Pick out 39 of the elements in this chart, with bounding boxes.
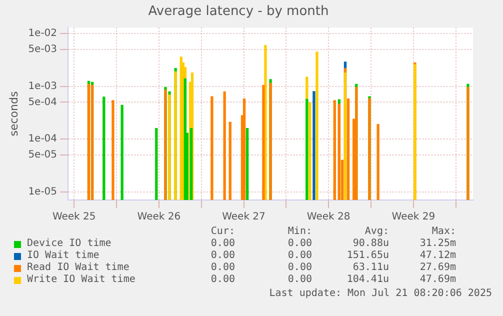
text: 90.88u — [352, 238, 389, 250]
text: 0.00 — [210, 274, 235, 286]
text: Min: — [286, 226, 312, 238]
legend-label: Write IO Wait time — [27, 274, 136, 286]
y-tick-label: 1e-03 — [28, 80, 58, 92]
y-tick-label: 5e-04 — [28, 96, 58, 108]
text: 0.00 — [286, 262, 312, 274]
x-tick-label: Week 28 — [306, 212, 350, 223]
text: Max: — [430, 226, 456, 238]
text: 0.00 — [210, 238, 235, 250]
text: 151.65u — [346, 250, 389, 262]
legend-label: IO Wait time — [27, 250, 100, 262]
y-tick-label: 1e-05 — [28, 186, 58, 198]
x-tick-label: Week 25 — [52, 212, 96, 223]
legend-label: Read IO Wait time — [27, 262, 130, 274]
text: 31.25m — [418, 238, 456, 250]
text: 0.00 — [210, 262, 235, 274]
y-axis-title: seconds — [7, 91, 20, 136]
text: 47.12m — [418, 250, 456, 262]
text: 0.00 — [286, 274, 312, 286]
text: 0.00 — [210, 250, 235, 262]
y-tick-label: 1e-02 — [28, 28, 58, 40]
text: Avg: — [364, 226, 389, 238]
text: Last update: Mon Jul 21 08:20:06 2025 — [269, 288, 492, 299]
text: 0.00 — [286, 238, 312, 250]
text: 47.69m — [418, 274, 456, 286]
y-tick-label: 5e-03 — [28, 44, 58, 56]
text: 63.11u — [352, 262, 389, 274]
x-tick-label: Week 27 — [222, 212, 266, 223]
x-tick-label: Week 26 — [137, 212, 181, 223]
chart-title: Average latency - by month — [148, 4, 329, 20]
text: 27.69m — [418, 262, 456, 274]
text: Cur: — [210, 226, 235, 238]
y-tick-label: 5e-05 — [28, 150, 58, 161]
text: 104.41u — [346, 274, 389, 286]
y-tick-label: 1e-04 — [28, 134, 58, 145]
legend-label: Device IO time — [27, 238, 112, 250]
x-tick-label: Week 29 — [392, 212, 436, 223]
text: 0.00 — [286, 250, 312, 262]
